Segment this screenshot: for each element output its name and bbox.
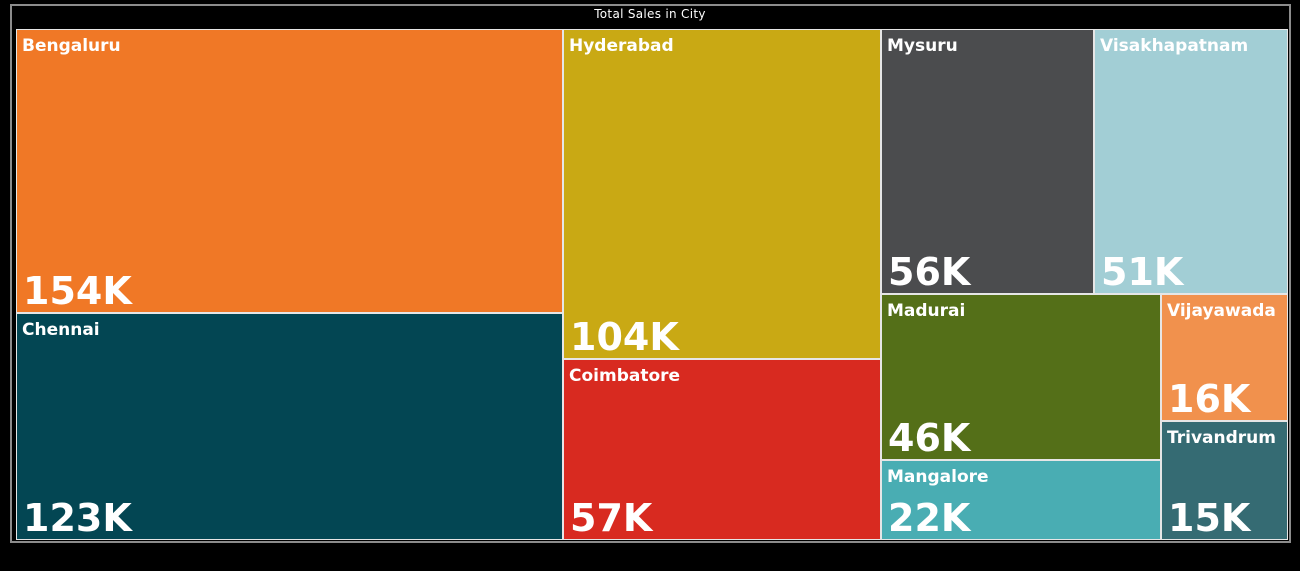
tile-coimbatore[interactable]: Coimbatore 57K	[563, 359, 881, 540]
tile-label-trivandrum: Trivandrum	[1167, 428, 1276, 448]
tile-vijayawada[interactable]: Vijayawada 16K	[1161, 294, 1288, 421]
tile-value-trivandrum: 15K	[1168, 496, 1251, 540]
tile-label-madurai: Madurai	[887, 301, 966, 321]
chart-title: Total Sales in City	[594, 7, 706, 21]
tile-label-hyderabad: Hyderabad	[569, 36, 674, 56]
treemap: Bengaluru 154K Chennai 123K Hyderabad 104K Coi…	[16, 29, 1288, 540]
tile-value-coimbatore: 57K	[570, 496, 653, 540]
tile-trivandrum[interactable]: Trivandrum 15K	[1161, 421, 1288, 540]
chart-frame	[10, 4, 1291, 543]
tile-label-vijayawada: Vijayawada	[1167, 301, 1276, 321]
tile-bengaluru[interactable]: Bengaluru 154K	[16, 29, 563, 313]
tile-label-bengaluru: Bengaluru	[22, 36, 121, 56]
tile-mangalore[interactable]: Mangalore 22K	[881, 460, 1161, 540]
tile-value-bengaluru: 154K	[23, 269, 132, 313]
tile-value-chennai: 123K	[23, 496, 132, 540]
tile-label-coimbatore: Coimbatore	[569, 366, 681, 386]
tile-label-mysuru: Mysuru	[887, 36, 958, 56]
tile-label-visakhapatnam: Visakhapatnam	[1100, 36, 1249, 56]
tile-value-vijayawada: 16K	[1168, 377, 1251, 421]
tile-hyderabad[interactable]: Hyderabad 104K	[563, 29, 881, 359]
tile-label-mangalore: Mangalore	[887, 467, 989, 487]
tile-value-mysuru: 56K	[888, 250, 971, 294]
tile-value-mangalore: 22K	[888, 496, 971, 540]
tile-value-visakhapatnam: 51K	[1101, 250, 1184, 294]
tile-visakhapatnam[interactable]: Visakhapatnam 51K	[1094, 29, 1288, 294]
tile-madurai[interactable]: Madurai 46K	[881, 294, 1161, 460]
tile-value-madurai: 46K	[888, 416, 971, 460]
tile-label-chennai: Chennai	[22, 320, 100, 340]
tile-chennai[interactable]: Chennai 123K	[16, 313, 563, 540]
tile-value-hyderabad: 104K	[570, 315, 679, 359]
tile-mysuru[interactable]: Mysuru 56K	[881, 29, 1094, 294]
